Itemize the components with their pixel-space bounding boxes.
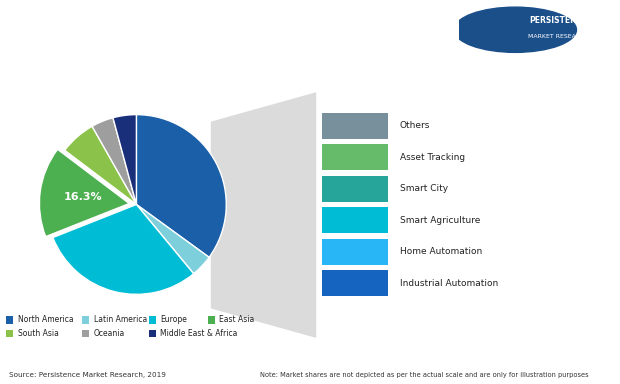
Text: PERSISTENCE: PERSISTENCE xyxy=(529,17,588,25)
Wedge shape xyxy=(64,126,136,204)
Text: Europe: Europe xyxy=(160,315,187,324)
Text: (2018-2028): (2018-2028) xyxy=(390,346,468,359)
Bar xyxy=(6,329,13,337)
Text: Oceania: Oceania xyxy=(94,329,125,338)
Bar xyxy=(322,239,388,265)
Circle shape xyxy=(454,7,577,52)
Wedge shape xyxy=(40,149,130,237)
Text: South Asia: South Asia xyxy=(17,329,58,338)
Bar xyxy=(322,144,388,170)
Text: Smart City: Smart City xyxy=(399,184,448,193)
Text: East Asia: East Asia xyxy=(219,315,254,324)
Text: Others: Others xyxy=(399,121,430,130)
Text: Latin America: Latin America xyxy=(94,315,147,324)
Text: 24.4%: 24.4% xyxy=(314,343,377,361)
Wedge shape xyxy=(92,118,136,204)
Text: Source: Persistence Market Research, 2019: Source: Persistence Market Research, 201… xyxy=(9,372,166,378)
Text: Market Value Share (%) by Region: Market Value Share (%) by Region xyxy=(27,71,221,81)
Text: Industrial Automation: Industrial Automation xyxy=(399,279,498,288)
Bar xyxy=(149,316,156,324)
Text: Middle East & Africa: Middle East & Africa xyxy=(160,329,237,338)
Wedge shape xyxy=(113,114,136,204)
Text: North America: North America xyxy=(17,315,73,324)
Bar xyxy=(322,176,388,202)
Text: LoRa Gateway Module Market Value Share (%): LoRa Gateway Module Market Value Share (… xyxy=(12,14,360,27)
Bar xyxy=(322,113,388,139)
Wedge shape xyxy=(136,204,209,274)
Bar xyxy=(208,316,215,324)
Text: Smart Agriculture: Smart Agriculture xyxy=(399,216,480,225)
Bar xyxy=(322,207,388,233)
Bar xyxy=(82,316,89,324)
Wedge shape xyxy=(136,114,226,257)
Text: Note: Market shares are not depicted as per the actual scale and are only for il: Note: Market shares are not depicted as … xyxy=(260,372,589,378)
Polygon shape xyxy=(211,92,316,338)
Bar xyxy=(322,270,388,296)
Text: Home Automation: Home Automation xyxy=(399,247,482,256)
Wedge shape xyxy=(53,204,193,294)
Text: MARKET RESEARCH: MARKET RESEARCH xyxy=(528,35,589,40)
Bar xyxy=(6,316,13,324)
Bar xyxy=(82,329,89,337)
Text: 16.3%: 16.3% xyxy=(64,192,102,202)
Text: By Application, 2018: By Application, 2018 xyxy=(12,40,167,53)
Text: Market Value Share (%) By Application- East Asia: Market Value Share (%) By Application- E… xyxy=(277,71,554,81)
Text: Asset Tracking: Asset Tracking xyxy=(399,153,464,162)
Text: CAGR: CAGR xyxy=(230,345,278,359)
Bar xyxy=(149,329,156,337)
